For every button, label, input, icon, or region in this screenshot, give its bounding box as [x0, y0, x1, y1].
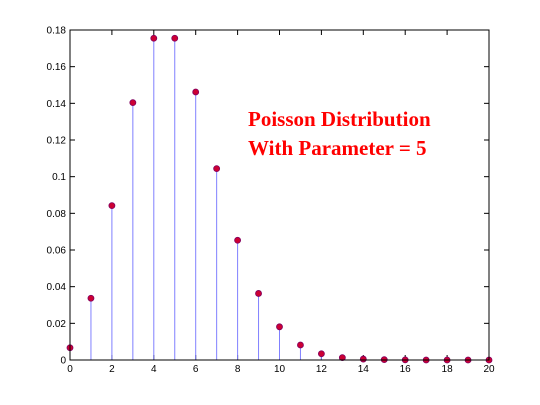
stem-marker: [129, 99, 137, 106]
stem-marker: [338, 354, 346, 362]
stem-marker: [192, 88, 200, 96]
stem-marker: [171, 34, 179, 42]
x-tick-label: 8: [235, 364, 241, 375]
x-tick-label: 4: [151, 364, 157, 375]
stem-markers: [66, 34, 493, 364]
stem-marker: [255, 290, 262, 297]
stem-marker: [234, 236, 242, 244]
y-tick-label: 0.02: [47, 319, 67, 330]
stem-marker: [359, 355, 367, 363]
y-tick-label: 0.14: [47, 99, 67, 110]
x-tick-label: 2: [109, 364, 115, 375]
x-tick-label: 20: [483, 364, 495, 375]
stem-lines: [69, 38, 364, 360]
x-tick-label: 6: [193, 364, 199, 375]
stem-marker: [108, 202, 116, 210]
x-tick-label: 14: [358, 364, 370, 375]
y-tick-label: 0.04: [47, 282, 67, 293]
annotation-line-1: Poisson Distribution: [248, 107, 431, 131]
y-tick-label: 0.08: [47, 209, 67, 220]
x-tick-label: 0: [67, 364, 73, 375]
stem-marker: [276, 323, 283, 331]
stem-marker: [213, 165, 221, 173]
y-tick-label: 0.18: [47, 26, 67, 37]
annotation-line-2: With Parameter = 5: [248, 136, 427, 160]
x-tick-label: 18: [442, 364, 454, 375]
stem-marker: [87, 294, 95, 302]
plot-frame: [69, 29, 490, 361]
stem-marker: [150, 34, 158, 42]
y-tick-label: 0.12: [47, 136, 67, 147]
y-tick-label: 0.16: [47, 62, 67, 73]
stem-marker: [317, 350, 325, 358]
x-tick-label: 16: [400, 364, 412, 375]
y-tick-label: 0.06: [47, 246, 67, 257]
y-tick-label: 0.1: [52, 172, 66, 183]
y-tick-labels: 0 0.02 0.04 0.06 0.08 0.1 0.12 0.14 0.16 0.18: [47, 26, 67, 367]
x-tick-label: 10: [274, 364, 286, 375]
y-tick-label: 0: [60, 356, 66, 367]
stem-marker: [297, 341, 304, 349]
x-tick-label: 12: [316, 364, 328, 375]
x-tick-labels: 0 2 4 6 8 10 12 14 16 18 20: [67, 364, 495, 375]
